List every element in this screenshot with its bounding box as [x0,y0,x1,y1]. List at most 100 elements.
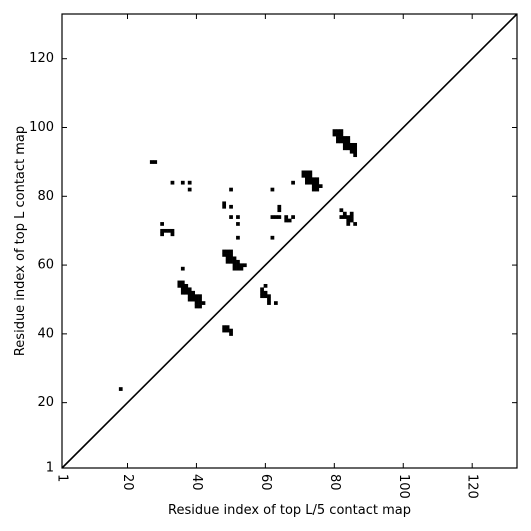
contact-point [353,146,358,151]
contact-point [198,294,202,299]
contact-point [194,294,199,299]
contact-point [315,184,320,188]
y-tick-label: 60 [37,258,54,273]
contact-point [187,297,192,302]
contact-point [191,297,196,302]
contact-point [346,136,351,140]
contact-point [332,129,337,133]
contact-point [301,173,306,178]
contact-point [260,290,264,295]
contact-point [301,170,306,175]
contact-point [270,235,275,240]
contact-point [342,139,347,144]
contact-point [353,149,358,154]
y-tick-label: 80 [37,189,54,204]
contact-point [198,297,202,302]
contact-point [229,215,233,219]
contact-point [342,215,347,219]
y-tick-label: 120 [29,51,54,66]
contact-point [232,256,237,261]
contact-point [315,177,320,182]
contact-point [349,142,354,147]
contact-point [263,283,268,288]
contact-point [336,139,340,144]
contact-point [232,259,237,264]
x-tick-label: 120 [465,474,480,499]
contact-point [232,266,237,271]
contact-point [342,146,347,151]
contact-point [353,222,358,226]
contact-point [353,142,358,147]
x-tick-label: 40 [189,474,204,491]
contact-point [170,228,175,233]
contact-point [184,283,189,288]
contact-point [305,173,309,178]
contact-point [339,129,344,133]
contact-point [346,146,351,151]
contact-point [336,132,340,137]
y-axis-title: Residue index of top L contact map [13,126,28,356]
x-tick-label: 100 [396,474,411,499]
contact-point [229,256,233,261]
contact-point [236,263,240,268]
contact-point [308,180,313,185]
x-tick-label: 80 [327,474,342,491]
contact-point [187,187,192,192]
contact-point [346,215,351,219]
contact-point [229,204,233,209]
contact-point [187,290,192,295]
contact-point [191,290,196,295]
contact-point [349,149,354,154]
y-tick-label: 1 [46,461,54,476]
contact-point [287,218,292,223]
contact-point [229,259,233,264]
contact-point [342,136,347,140]
contact-point [305,180,309,185]
contact-point [229,253,233,257]
contact-point [163,228,168,233]
contact-point [191,294,196,299]
contact-point [180,283,185,288]
contact-point [349,146,354,151]
contact-point [222,201,227,206]
contact-point [308,173,313,178]
contact-point [349,211,354,216]
contact-point [160,228,164,233]
contact-point [180,266,185,271]
contact-point [277,208,282,213]
contact-point [239,263,244,268]
contact-point [118,387,123,391]
contact-point [222,328,227,333]
contact-point [346,218,351,223]
contact-point [260,294,264,299]
contact-point [222,253,227,257]
contact-point [353,153,358,158]
contact-point [277,215,282,219]
contact-point [170,232,175,237]
contact-point [222,325,227,330]
contact-point [336,136,340,140]
contact-point [187,294,192,299]
contact-point [222,204,227,209]
contact-point [242,263,247,268]
contact-point [153,160,158,164]
y-tick-label: 40 [37,326,54,341]
contact-point [184,290,189,295]
contact-point [194,297,199,302]
contact-point [229,332,233,336]
contact-point [187,287,192,292]
contact-point [222,249,227,254]
contact-point [180,290,185,295]
contact-point [149,160,154,164]
y-tick-label: 100 [29,120,54,135]
contact-point [177,280,182,285]
contact-point [342,142,347,147]
x-tick-label: 1 [55,474,70,482]
contact-point [170,180,175,185]
contact-point [336,129,340,133]
contact-point [346,222,351,226]
contact-point [339,139,344,144]
contact-point [305,170,309,175]
